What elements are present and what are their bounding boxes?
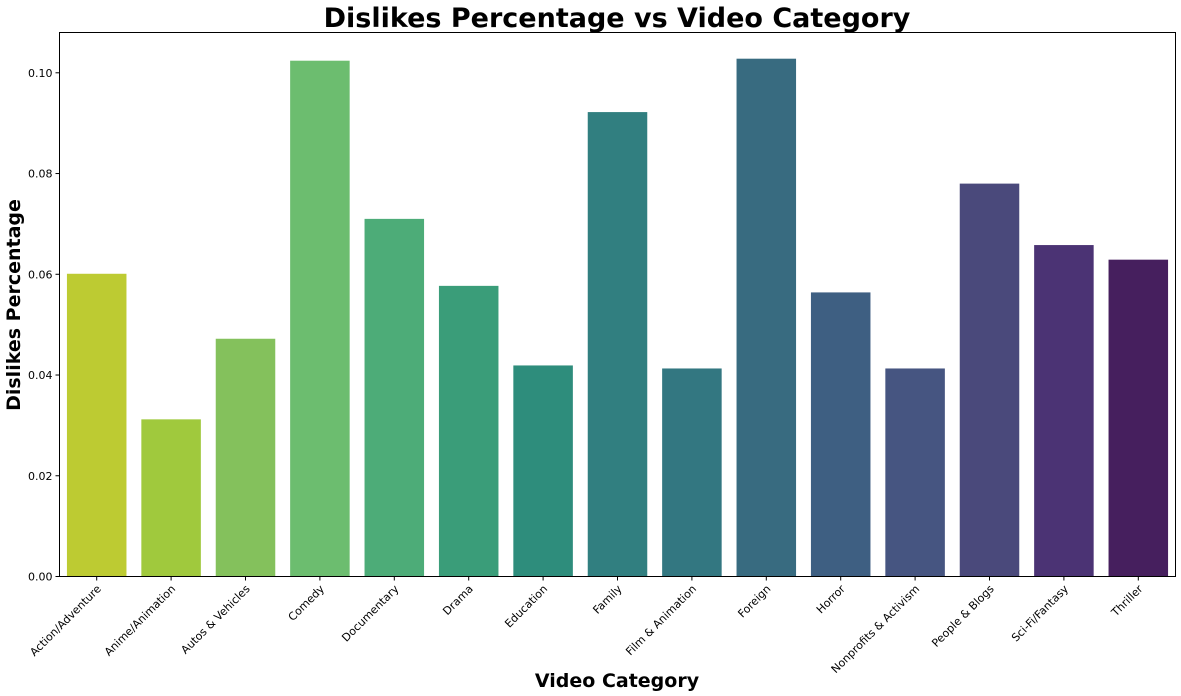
bar-12	[959, 183, 1020, 577]
x-tick-label: Documentary	[339, 582, 401, 644]
x-tick-label: People & Blogs	[929, 582, 996, 649]
bar-9	[736, 58, 797, 577]
x-tick-label: Autos & Vehicles	[178, 582, 252, 656]
bars-group	[66, 58, 1169, 577]
bar-13	[1034, 245, 1094, 577]
x-tick-label: Family	[590, 582, 625, 617]
bar-7	[587, 112, 648, 577]
x-tick-label: Action/Adventure	[27, 582, 104, 659]
y-axis-ticks: 0.00 0.02 0.04 0.06 0.08 0.10	[28, 67, 60, 584]
plot-frame	[59, 32, 1176, 577]
bar-6	[513, 365, 573, 577]
chart-title: Dislikes Percentage vs Video Category	[324, 3, 911, 34]
bar-14	[1108, 259, 1169, 577]
y-axis-label: Dislikes Percentage	[3, 199, 25, 411]
bar-4	[364, 218, 425, 577]
bar-1	[141, 419, 201, 577]
bar-0	[66, 273, 127, 577]
x-tick-label: Thriller	[1108, 582, 1146, 620]
y-tick-label: 0.04	[28, 369, 53, 382]
y-tick-label: 0.00	[28, 571, 53, 584]
y-tick-label: 0.02	[28, 470, 53, 483]
bar-10	[810, 292, 871, 577]
bar-8	[662, 368, 722, 577]
x-tick-label: Film & Animation	[623, 582, 699, 658]
x-tick-label: Sci-Fi/Fantasy	[1009, 582, 1071, 644]
bar-11	[885, 368, 945, 577]
x-tick-label: Education	[502, 582, 550, 630]
x-tick-label: Anime/Animation	[102, 582, 178, 658]
x-axis-label: Video Category	[535, 670, 700, 692]
bar-2	[215, 338, 276, 577]
y-tick-label: 0.10	[28, 67, 53, 80]
x-tick-label: Drama	[440, 582, 475, 617]
y-tick-label: 0.06	[28, 268, 53, 281]
x-tick-label: Foreign	[735, 582, 773, 620]
bar-3	[290, 60, 350, 577]
x-tick-label: Horror	[814, 582, 848, 616]
bar-5	[438, 285, 499, 577]
y-tick-label: 0.08	[28, 168, 53, 181]
x-tick-label: Comedy	[286, 582, 328, 624]
